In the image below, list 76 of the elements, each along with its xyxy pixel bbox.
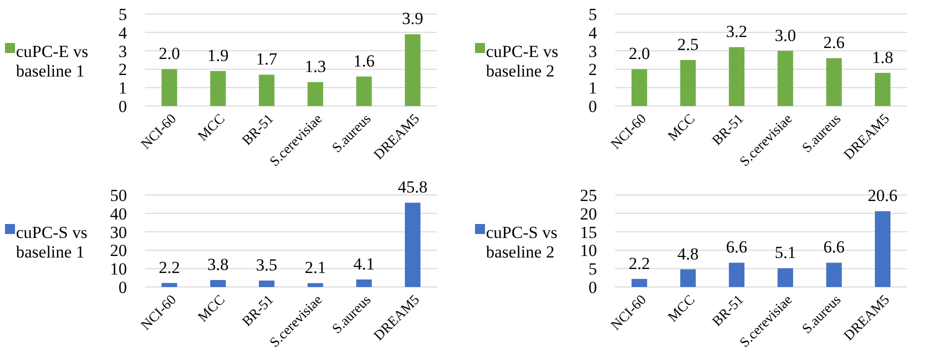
bar xyxy=(632,69,648,106)
data-label: 1.3 xyxy=(304,57,326,76)
data-label: 2.1 xyxy=(304,258,326,278)
bar xyxy=(778,50,794,106)
y-tick-label: 20 xyxy=(580,204,597,224)
legend-label: cuPC-E vs baseline 2 xyxy=(486,42,558,81)
y-tick-label: 25 xyxy=(580,186,597,205)
bar xyxy=(728,47,744,106)
bar xyxy=(210,280,226,287)
bar xyxy=(258,280,274,287)
y-tick-label: 0 xyxy=(118,96,127,116)
data-label: 3.8 xyxy=(207,255,229,274)
bar xyxy=(162,282,178,287)
data-label: 6.6 xyxy=(726,238,748,257)
bar xyxy=(258,74,274,106)
y-tick-label: 1 xyxy=(118,78,127,98)
y-tick-label: 30 xyxy=(110,222,127,242)
data-label: 1.7 xyxy=(256,50,278,69)
legend-label: cuPC-S vs baseline 1 xyxy=(16,223,88,262)
data-label: 2.0 xyxy=(158,44,180,64)
y-tick-label: 50 xyxy=(110,186,127,205)
y-tick-label: 4 xyxy=(588,23,598,42)
bar xyxy=(356,76,372,106)
bar xyxy=(778,268,794,287)
bar xyxy=(308,82,324,106)
bar xyxy=(308,283,324,287)
y-tick-label: 15 xyxy=(580,222,597,242)
data-label: 2.2 xyxy=(158,258,180,277)
legend-label: cuPC-S vs baseline 2 xyxy=(486,223,558,262)
y-tick-label: 0 xyxy=(118,278,127,297)
y-tick-label: 40 xyxy=(110,204,127,224)
y-tick-label: 2 xyxy=(118,60,127,80)
data-label: 4.8 xyxy=(677,244,699,264)
y-tick-label: 3 xyxy=(118,42,127,61)
bar xyxy=(680,60,696,106)
y-tick-label: 5 xyxy=(118,4,127,24)
data-label: 3.2 xyxy=(726,22,748,42)
data-label: 2.5 xyxy=(677,35,699,54)
data-label: 2.2 xyxy=(628,254,650,273)
data-label: 3.5 xyxy=(256,256,278,275)
data-label: 3.0 xyxy=(774,26,796,45)
data-label: 4.1 xyxy=(353,254,375,274)
bar xyxy=(728,262,744,287)
y-tick-label: 4 xyxy=(118,23,128,42)
data-label: 6.6 xyxy=(823,238,845,257)
bar xyxy=(404,202,420,287)
y-tick-label: 1 xyxy=(588,78,597,98)
bar xyxy=(874,72,890,106)
data-label: 1.8 xyxy=(872,48,894,67)
y-tick-label: 10 xyxy=(110,260,127,279)
data-label: 1.9 xyxy=(207,46,229,66)
y-tick-label: 3 xyxy=(588,42,597,61)
y-tick-label: 5 xyxy=(588,4,597,24)
bar xyxy=(874,211,890,287)
bar xyxy=(632,278,648,287)
bar xyxy=(680,269,696,287)
data-label: 2.6 xyxy=(823,33,845,52)
data-label: 1.6 xyxy=(353,52,375,71)
y-tick-label: 0 xyxy=(588,278,597,297)
bar xyxy=(210,71,226,106)
bar xyxy=(404,34,420,106)
bar xyxy=(826,262,842,287)
y-tick-label: 10 xyxy=(580,241,597,260)
bar xyxy=(162,69,178,106)
data-label: 5.1 xyxy=(774,243,796,262)
legend-label: cuPC-E vs baseline 1 xyxy=(16,42,88,81)
y-tick-label: 20 xyxy=(110,241,127,260)
y-tick-label: 2 xyxy=(588,60,597,80)
data-label: 20.6 xyxy=(868,186,898,206)
y-tick-label: 5 xyxy=(588,260,597,279)
data-label: 2.0 xyxy=(628,44,650,64)
bar xyxy=(356,279,372,287)
bar xyxy=(826,58,842,106)
y-tick-label: 0 xyxy=(588,96,597,116)
data-label: 45.8 xyxy=(398,178,428,197)
data-label: 3.9 xyxy=(402,9,424,28)
